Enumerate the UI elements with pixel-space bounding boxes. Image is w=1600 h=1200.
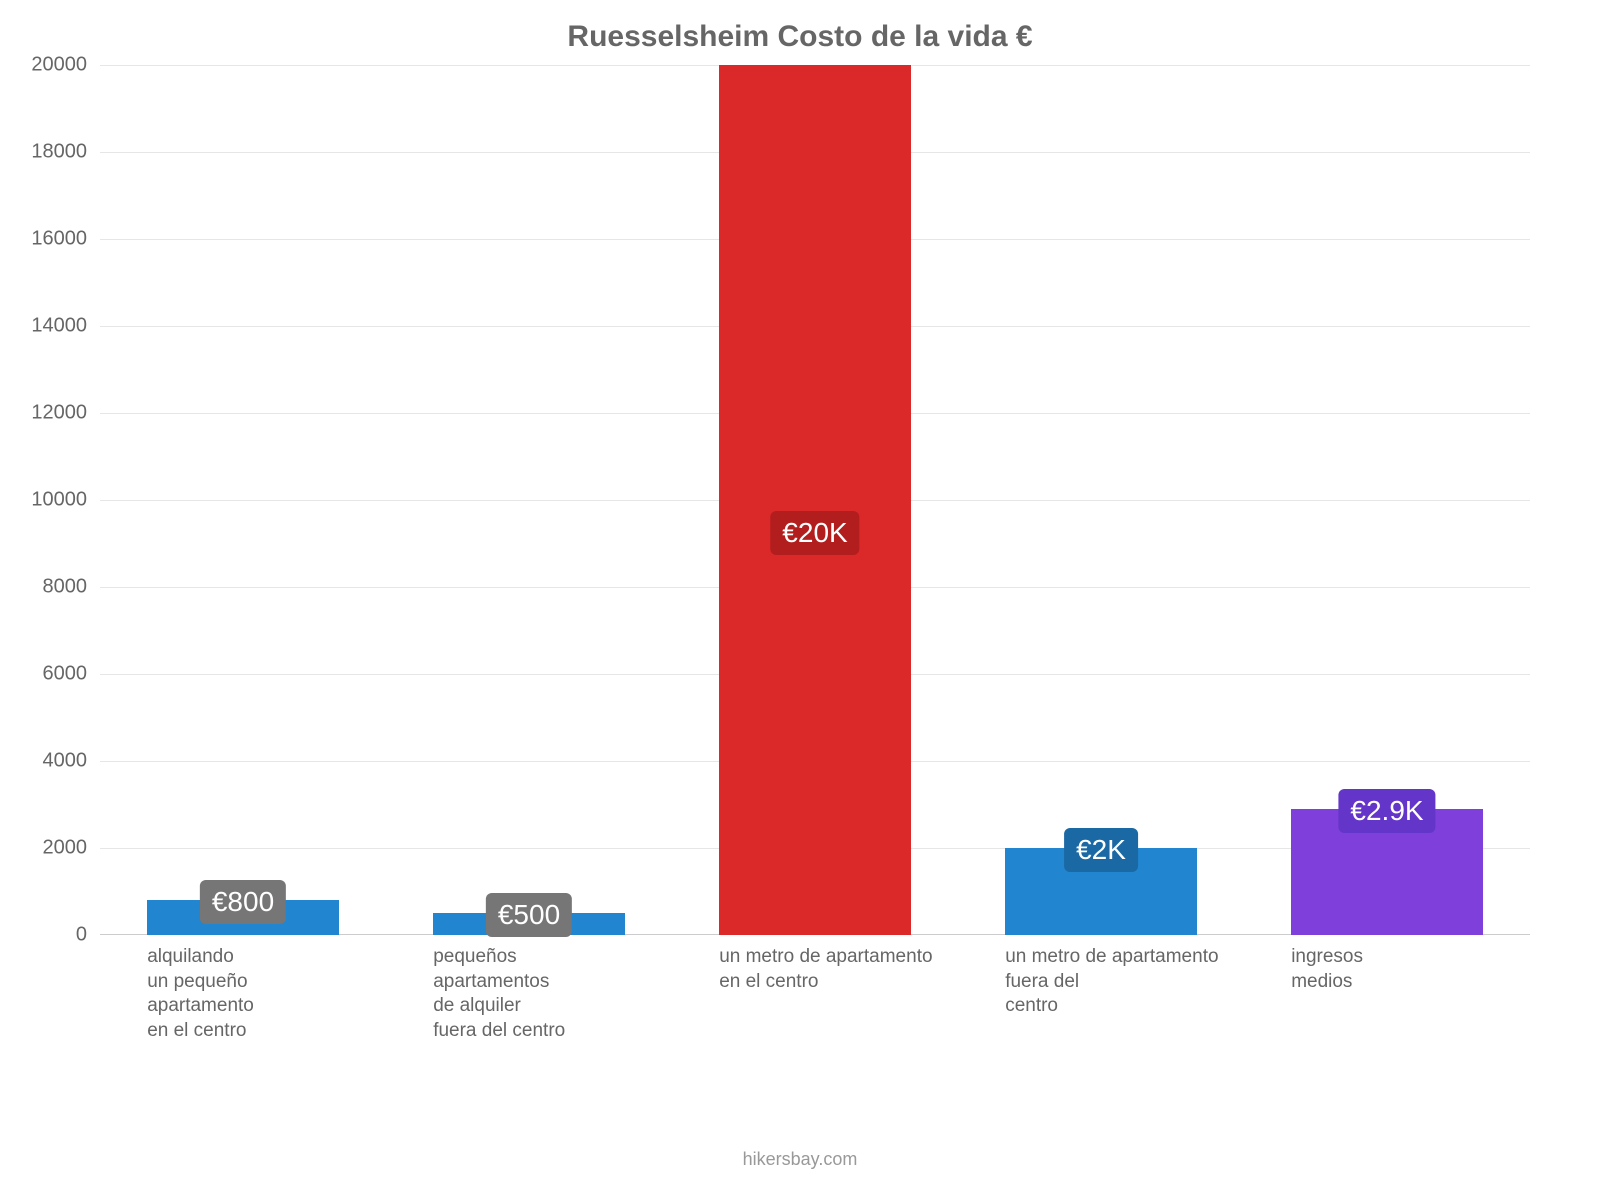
- bar-value-label: €2K: [1064, 828, 1138, 872]
- y-tick-label: 2000: [43, 837, 88, 860]
- y-tick-label: 8000: [43, 576, 88, 599]
- attribution: hikersbay.com: [0, 1149, 1600, 1170]
- bar-value-label: €2.9K: [1338, 789, 1435, 833]
- y-axis: 0200040006000800010000120001400016000180…: [0, 65, 95, 935]
- plot-area: €800 €500 €20K €2K €2.9K: [100, 65, 1530, 935]
- x-tick-label: pequeñosapartamentosde alquilerfuera del…: [433, 945, 665, 1044]
- y-tick-label: 0: [76, 924, 87, 947]
- y-tick-label: 14000: [31, 315, 87, 338]
- y-tick-label: 10000: [31, 489, 87, 512]
- bar-value-label: €800: [200, 880, 286, 924]
- y-tick-label: 12000: [31, 402, 87, 425]
- y-tick-label: 4000: [43, 750, 88, 773]
- y-tick-label: 16000: [31, 228, 87, 251]
- x-tick-label: un metro de apartamentofuera delcentro: [1005, 945, 1237, 1019]
- x-tick-label: ingresosmedios: [1291, 945, 1523, 994]
- bar: [719, 65, 911, 935]
- x-tick-label: alquilandoun pequeñoapartamentoen el cen…: [147, 945, 379, 1044]
- bar-value-label: €500: [486, 893, 572, 937]
- x-tick-label: un metro de apartamentoen el centro: [719, 945, 951, 994]
- y-tick-label: 20000: [31, 54, 87, 77]
- bar-value-label: €20K: [770, 511, 859, 555]
- y-tick-label: 18000: [31, 141, 87, 164]
- chart-title: Ruesselsheim Costo de la vida €: [0, 20, 1600, 54]
- y-tick-label: 6000: [43, 663, 88, 686]
- cost-of-living-chart: Ruesselsheim Costo de la vida € 0 2000 400…: [0, 0, 1600, 1200]
